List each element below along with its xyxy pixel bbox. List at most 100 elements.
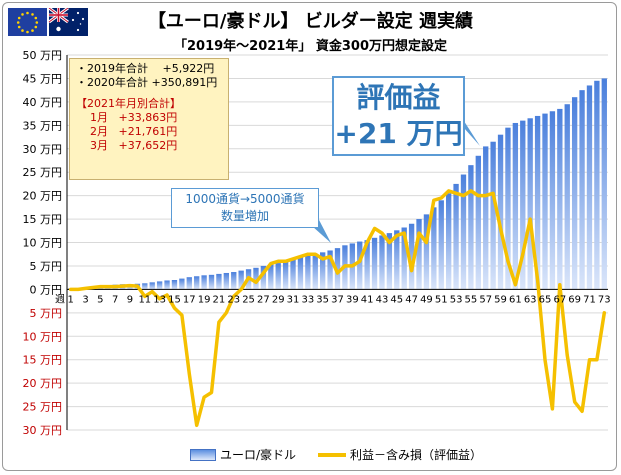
bar <box>149 282 155 290</box>
month-value: +21,761円 <box>118 125 178 138</box>
bar <box>423 214 430 290</box>
bar <box>468 165 474 290</box>
info-label: ・2020年合計 <box>76 76 148 89</box>
bar <box>320 252 326 290</box>
bar <box>571 97 578 290</box>
legend-line-swatch <box>318 452 346 457</box>
callout-small-line1: 1000通貨→5000通貨 <box>185 192 305 206</box>
bar <box>497 134 504 290</box>
bar <box>483 146 489 290</box>
y-tick-label: 10 万円 <box>23 237 63 250</box>
x-tick-label: 19 <box>198 294 211 305</box>
bar <box>164 280 170 290</box>
bar <box>408 223 415 290</box>
x-tick-label: 13 <box>153 294 166 305</box>
x-tick-label: 27 <box>257 294 270 305</box>
info-value: +5,922円 <box>162 62 215 75</box>
y-tick-label: 30 万円 <box>23 424 63 437</box>
x-tick-label: 55 <box>465 294 478 305</box>
bar <box>586 85 593 290</box>
quantity-callout: 1000通貨→5000通貨 数量増加 <box>171 188 319 228</box>
x-tick-label: 69 <box>568 294 581 305</box>
x-tick-label: 47 <box>405 294 418 305</box>
bar <box>282 261 289 290</box>
chart-legend: ユーロ/豪ドル 利益－含み損（評価益） <box>190 446 510 462</box>
bar <box>445 193 452 290</box>
x-tick-label: 61 <box>509 294 522 305</box>
bar <box>312 253 318 290</box>
bar <box>490 141 496 290</box>
x-tick-label: 17 <box>183 294 196 305</box>
eu-australia-flags-icon <box>8 8 88 36</box>
x-tick-label: 15 <box>168 294 181 305</box>
x-tick-label: 29 <box>272 294 285 305</box>
x-tick-label: 23 <box>227 294 240 305</box>
bar <box>327 250 333 290</box>
totals-info-box: ・2019年合計 +5,922円 ・2020年合計 +350,891円 【202… <box>69 58 229 180</box>
callout-main-pointer <box>462 118 480 146</box>
x-tick-label: 35 <box>316 294 329 305</box>
profit-line <box>68 189 607 428</box>
profit-callout: 評価益 +21 万円 <box>332 76 465 156</box>
monthly-row-2: 2月 +21,761円 <box>76 125 222 139</box>
x-tick-label: 65 <box>539 294 552 305</box>
monthly-row-3: 3月 +37,652円 <box>76 139 222 153</box>
bar <box>401 227 407 290</box>
bar <box>453 183 459 290</box>
monthly-title: 【2021年月別合計】 <box>76 97 181 110</box>
x-tick-label: 21 <box>213 294 226 305</box>
x-tick-label: 67 <box>553 294 566 305</box>
x-tick-label: 37 <box>331 294 344 305</box>
y-tick-label: 30 万円 <box>23 143 63 156</box>
bar <box>260 265 267 290</box>
x-tick-label: 9 <box>127 294 133 305</box>
callout-main-line2: +21 万円 <box>334 117 463 150</box>
y-tick-label: 50 万円 <box>23 49 63 62</box>
x-tick-label: 39 <box>346 294 359 305</box>
bar <box>156 281 163 290</box>
month-label: 3月 <box>90 139 108 152</box>
bar <box>186 277 192 290</box>
x-tick-label: 1 <box>68 294 74 305</box>
bar <box>201 275 207 290</box>
info-line-2019: ・2019年合計 +5,922円 <box>76 62 222 76</box>
bar <box>542 113 548 290</box>
x-tick-label: 53 <box>450 294 463 305</box>
month-label: 2月 <box>90 125 108 138</box>
x-tick-label: 71 <box>583 294 596 305</box>
bar <box>579 90 585 290</box>
x-tick-label: 45 <box>390 294 403 305</box>
y-tick-label: 15 万円 <box>23 213 63 226</box>
bar <box>275 263 281 290</box>
bar <box>371 237 378 290</box>
y-tick-label: 15 万円 <box>23 354 63 367</box>
bar <box>216 273 222 290</box>
bar <box>357 241 363 290</box>
x-tick-label: 51 <box>435 294 448 305</box>
monthly-row-1: 1月 +33,863円 <box>76 111 222 125</box>
x-tick-label: 11 <box>138 294 151 305</box>
info-value: +350,891円 <box>151 76 218 89</box>
legend-item-bar: ユーロ/豪ドル <box>190 446 296 463</box>
bar <box>268 264 274 290</box>
x-tick-label: 73 <box>598 294 611 305</box>
x-tick-label: 63 <box>524 294 537 305</box>
x-tick-label: 57 <box>479 294 492 305</box>
bar <box>460 174 467 290</box>
month-value: +37,652円 <box>118 139 178 152</box>
chart-title: 【ユーロ/豪ドル】 ビルダー設定 週実績 <box>147 11 474 32</box>
x-tick-label: 31 <box>287 294 300 305</box>
x-tick-label: 33 <box>301 294 314 305</box>
x-tick-label: 49 <box>420 294 433 305</box>
x-tick-label: 43 <box>376 294 389 305</box>
y-tick-label: 20 万円 <box>23 190 63 203</box>
bar <box>386 233 393 290</box>
x-tick-label: 41 <box>361 294 374 305</box>
legend-item-line: 利益－含み損（評価益） <box>318 446 482 463</box>
y-tick-label: 20 万円 <box>23 377 63 390</box>
bar <box>564 104 570 290</box>
bar <box>505 127 511 290</box>
bar <box>364 240 370 290</box>
bar <box>231 272 237 290</box>
